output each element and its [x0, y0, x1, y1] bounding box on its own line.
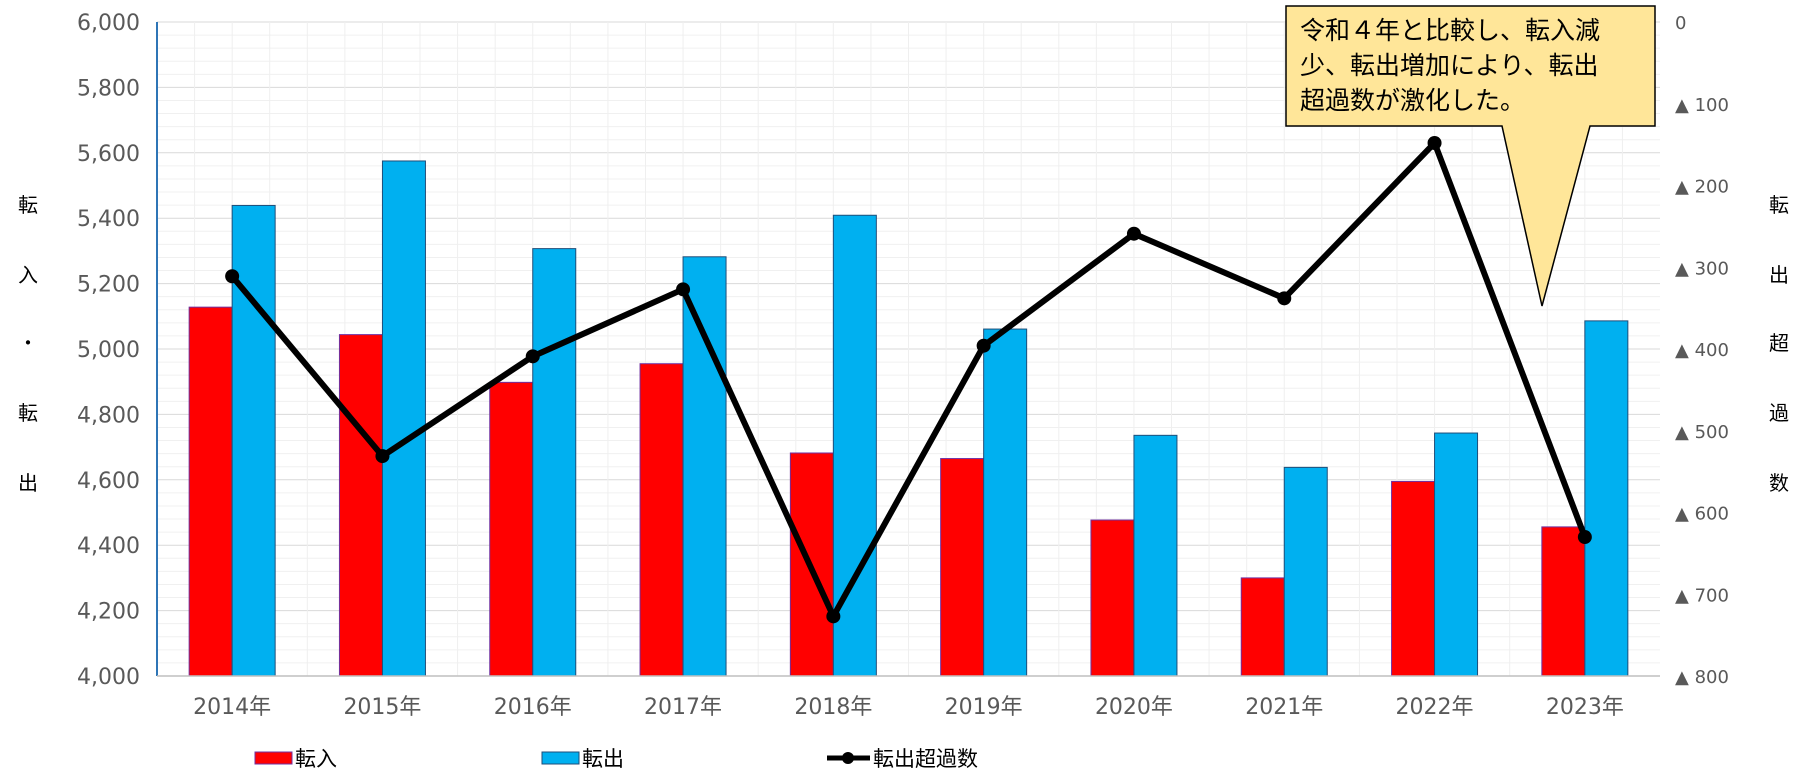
callout-text-line: 少、転出増加により、転出 — [1300, 51, 1599, 80]
y-tick-label: 5,000 — [77, 338, 140, 363]
bar-tennyu — [1541, 526, 1586, 677]
bar-tenshutsu — [532, 248, 577, 677]
bar-tenshutsu — [381, 160, 426, 677]
line-point — [1577, 530, 1592, 545]
y-tick-label: 4,200 — [77, 600, 140, 625]
y-tick-label: 5,800 — [77, 76, 140, 101]
y-axis-title-char: 入 — [18, 263, 38, 287]
y2-tick-label: ▲ 700 — [1675, 585, 1729, 606]
y-axis-title-char: 出 — [18, 471, 38, 495]
y2-tick-label: ▲ 100 — [1675, 95, 1729, 116]
y2-axis-title-char: 出 — [1769, 263, 1789, 287]
y-tick-label: 5,400 — [77, 207, 140, 232]
y-tick-label: 4,400 — [77, 534, 140, 559]
legend-label-net: 転出超過数 — [873, 747, 978, 771]
y-tick-label: 6,000 — [77, 11, 140, 36]
x-tick-label: 2014年 — [193, 695, 271, 720]
line-point — [1277, 291, 1292, 306]
bar-tenshutsu — [1434, 432, 1479, 677]
line-point — [1126, 226, 1141, 241]
y-tick-label: 4,800 — [77, 403, 140, 428]
bar-tennyu — [1391, 480, 1436, 677]
line-point — [676, 282, 691, 297]
y-tick-label: 4,600 — [77, 469, 140, 494]
y-tick-label: 5,600 — [77, 142, 140, 167]
x-tick-label: 2023年 — [1546, 695, 1624, 720]
callout-shape — [1285, 5, 1656, 307]
y2-tick-label: ▲ 300 — [1675, 258, 1729, 279]
legend-marker-net — [842, 752, 854, 764]
tick-labels-group: 4,000 4,200 4,400 4,600 4,800 5,000 5,200 5,400… — [77, 11, 1729, 720]
legend-label-tennyu: 転入 — [295, 747, 337, 771]
bar-tennyu — [489, 381, 534, 677]
y2-axis-title-char: 数 — [1769, 471, 1789, 495]
legend-label-tenshutsu: 転出 — [582, 747, 624, 771]
bar-tenshutsu — [983, 328, 1028, 677]
bar-tennyu — [338, 334, 383, 677]
line-point — [375, 449, 390, 464]
bar-tenshutsu — [682, 256, 727, 677]
x-tick-label: 2017年 — [644, 695, 722, 720]
y-tick-label: 4,000 — [77, 665, 140, 690]
legend-swatch-tenshutsu — [541, 751, 580, 765]
y2-tick-label: ▲ 400 — [1675, 340, 1729, 361]
bar-tennyu — [639, 363, 684, 677]
line-series-net-outflow — [229, 139, 1588, 620]
line-point — [1427, 135, 1442, 150]
x-tick-label: 2018年 — [794, 695, 872, 720]
bar-tennyu — [940, 458, 985, 677]
bar-tenshutsu — [1584, 320, 1629, 677]
line-point — [826, 609, 841, 624]
line-group — [225, 135, 1592, 624]
x-tick-label: 2021年 — [1245, 695, 1323, 720]
y-axis-title-char: 転 — [18, 193, 38, 217]
line-point — [976, 338, 991, 353]
y2-axis-title-char: 過 — [1769, 401, 1789, 425]
y2-tick-label: ▲ 600 — [1675, 504, 1729, 525]
bar-tennyu — [1240, 577, 1285, 677]
y2-tick-label: ▲ 800 — [1675, 667, 1729, 688]
bar-tenshutsu — [1283, 466, 1328, 677]
callout-text-line: 令和４年と比較し、転入減 — [1300, 16, 1600, 45]
bar-tennyu — [1090, 519, 1135, 677]
y-tick-label: 5,200 — [77, 273, 140, 298]
x-tick-label: 2015年 — [343, 695, 421, 720]
y2-tick-label: ▲ 200 — [1675, 177, 1729, 198]
y-axis-title-char: 転 — [18, 401, 38, 425]
x-tick-label: 2016年 — [494, 695, 572, 720]
y2-tick-label: ▲ 500 — [1675, 422, 1729, 443]
y2-axis-title-char: 超 — [1769, 331, 1789, 355]
legend: 転入 転出 転出超過数 — [254, 747, 978, 771]
y-axis-title-char: ・ — [18, 331, 38, 355]
y2-tick-label: 0 — [1675, 13, 1686, 34]
bar-tennyu — [188, 306, 233, 677]
x-tick-label: 2020年 — [1095, 695, 1173, 720]
bar-tenshutsu — [1133, 434, 1178, 677]
bars-group — [188, 160, 1629, 677]
callout-text-line: 超過数が激化した。 — [1300, 86, 1525, 115]
x-tick-label: 2019年 — [945, 695, 1023, 720]
line-point — [525, 349, 540, 364]
axes-group — [156, 22, 1660, 677]
legend-swatch-tennyu — [254, 751, 293, 765]
y2-axis-title-char: 転 — [1769, 193, 1789, 217]
line-point — [225, 269, 240, 284]
x-tick-label: 2022年 — [1396, 695, 1474, 720]
